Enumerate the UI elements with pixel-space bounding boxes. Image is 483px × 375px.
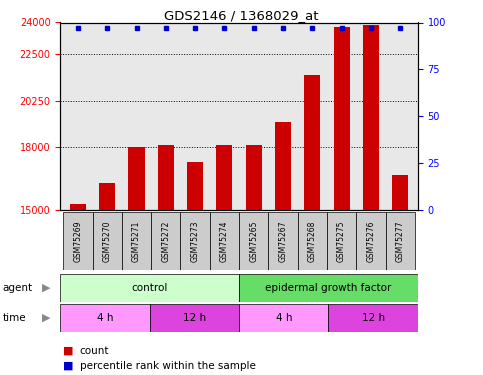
Text: ■: ■ [63, 346, 73, 355]
Bar [298, 212, 327, 270]
Bar [327, 212, 356, 270]
Bar [334, 27, 350, 210]
Bar [150, 304, 239, 332]
Bar [70, 204, 86, 210]
Text: GSM75272: GSM75272 [161, 220, 170, 262]
Bar [181, 212, 210, 270]
Text: ▶: ▶ [42, 313, 50, 323]
Bar [392, 175, 408, 210]
Text: 12 h: 12 h [362, 313, 384, 323]
Bar [99, 183, 115, 210]
Text: GSM75273: GSM75273 [191, 220, 199, 262]
Bar [128, 147, 144, 210]
Bar [60, 304, 150, 332]
Bar [275, 123, 291, 210]
Bar [239, 304, 328, 332]
Text: GSM75271: GSM75271 [132, 220, 141, 262]
Bar [187, 162, 203, 210]
Text: control: control [131, 283, 168, 293]
Text: GSM75275: GSM75275 [337, 220, 346, 262]
Bar [239, 212, 269, 270]
Text: GSM75277: GSM75277 [396, 220, 405, 262]
Bar [216, 146, 232, 210]
Bar [122, 212, 151, 270]
Bar [151, 212, 181, 270]
Bar [328, 304, 418, 332]
Text: 12 h: 12 h [183, 313, 206, 323]
Bar [239, 274, 418, 302]
Text: GSM75265: GSM75265 [249, 220, 258, 262]
Text: time: time [2, 313, 26, 323]
Text: GSM75269: GSM75269 [73, 220, 83, 262]
Text: ■: ■ [63, 361, 73, 370]
Bar [246, 146, 262, 210]
Text: GDS2146 / 1368029_at: GDS2146 / 1368029_at [164, 9, 319, 22]
Bar [304, 75, 320, 210]
Text: count: count [80, 346, 109, 355]
Bar [210, 212, 239, 270]
Text: percentile rank within the sample: percentile rank within the sample [80, 361, 256, 370]
Text: GSM75268: GSM75268 [308, 220, 317, 262]
Bar [356, 212, 385, 270]
Bar [60, 274, 239, 302]
Text: agent: agent [2, 283, 32, 293]
Text: 4 h: 4 h [97, 313, 114, 323]
Bar [63, 212, 93, 270]
Text: ▶: ▶ [42, 283, 50, 293]
Text: GSM75274: GSM75274 [220, 220, 229, 262]
Text: GSM75267: GSM75267 [279, 220, 287, 262]
Text: GSM75270: GSM75270 [103, 220, 112, 262]
Bar [363, 25, 379, 210]
Text: epidermal growth factor: epidermal growth factor [265, 283, 392, 293]
Bar [93, 212, 122, 270]
Bar [385, 212, 415, 270]
Bar [158, 146, 174, 210]
Text: GSM75276: GSM75276 [367, 220, 375, 262]
Text: 4 h: 4 h [275, 313, 292, 323]
Bar [269, 212, 298, 270]
